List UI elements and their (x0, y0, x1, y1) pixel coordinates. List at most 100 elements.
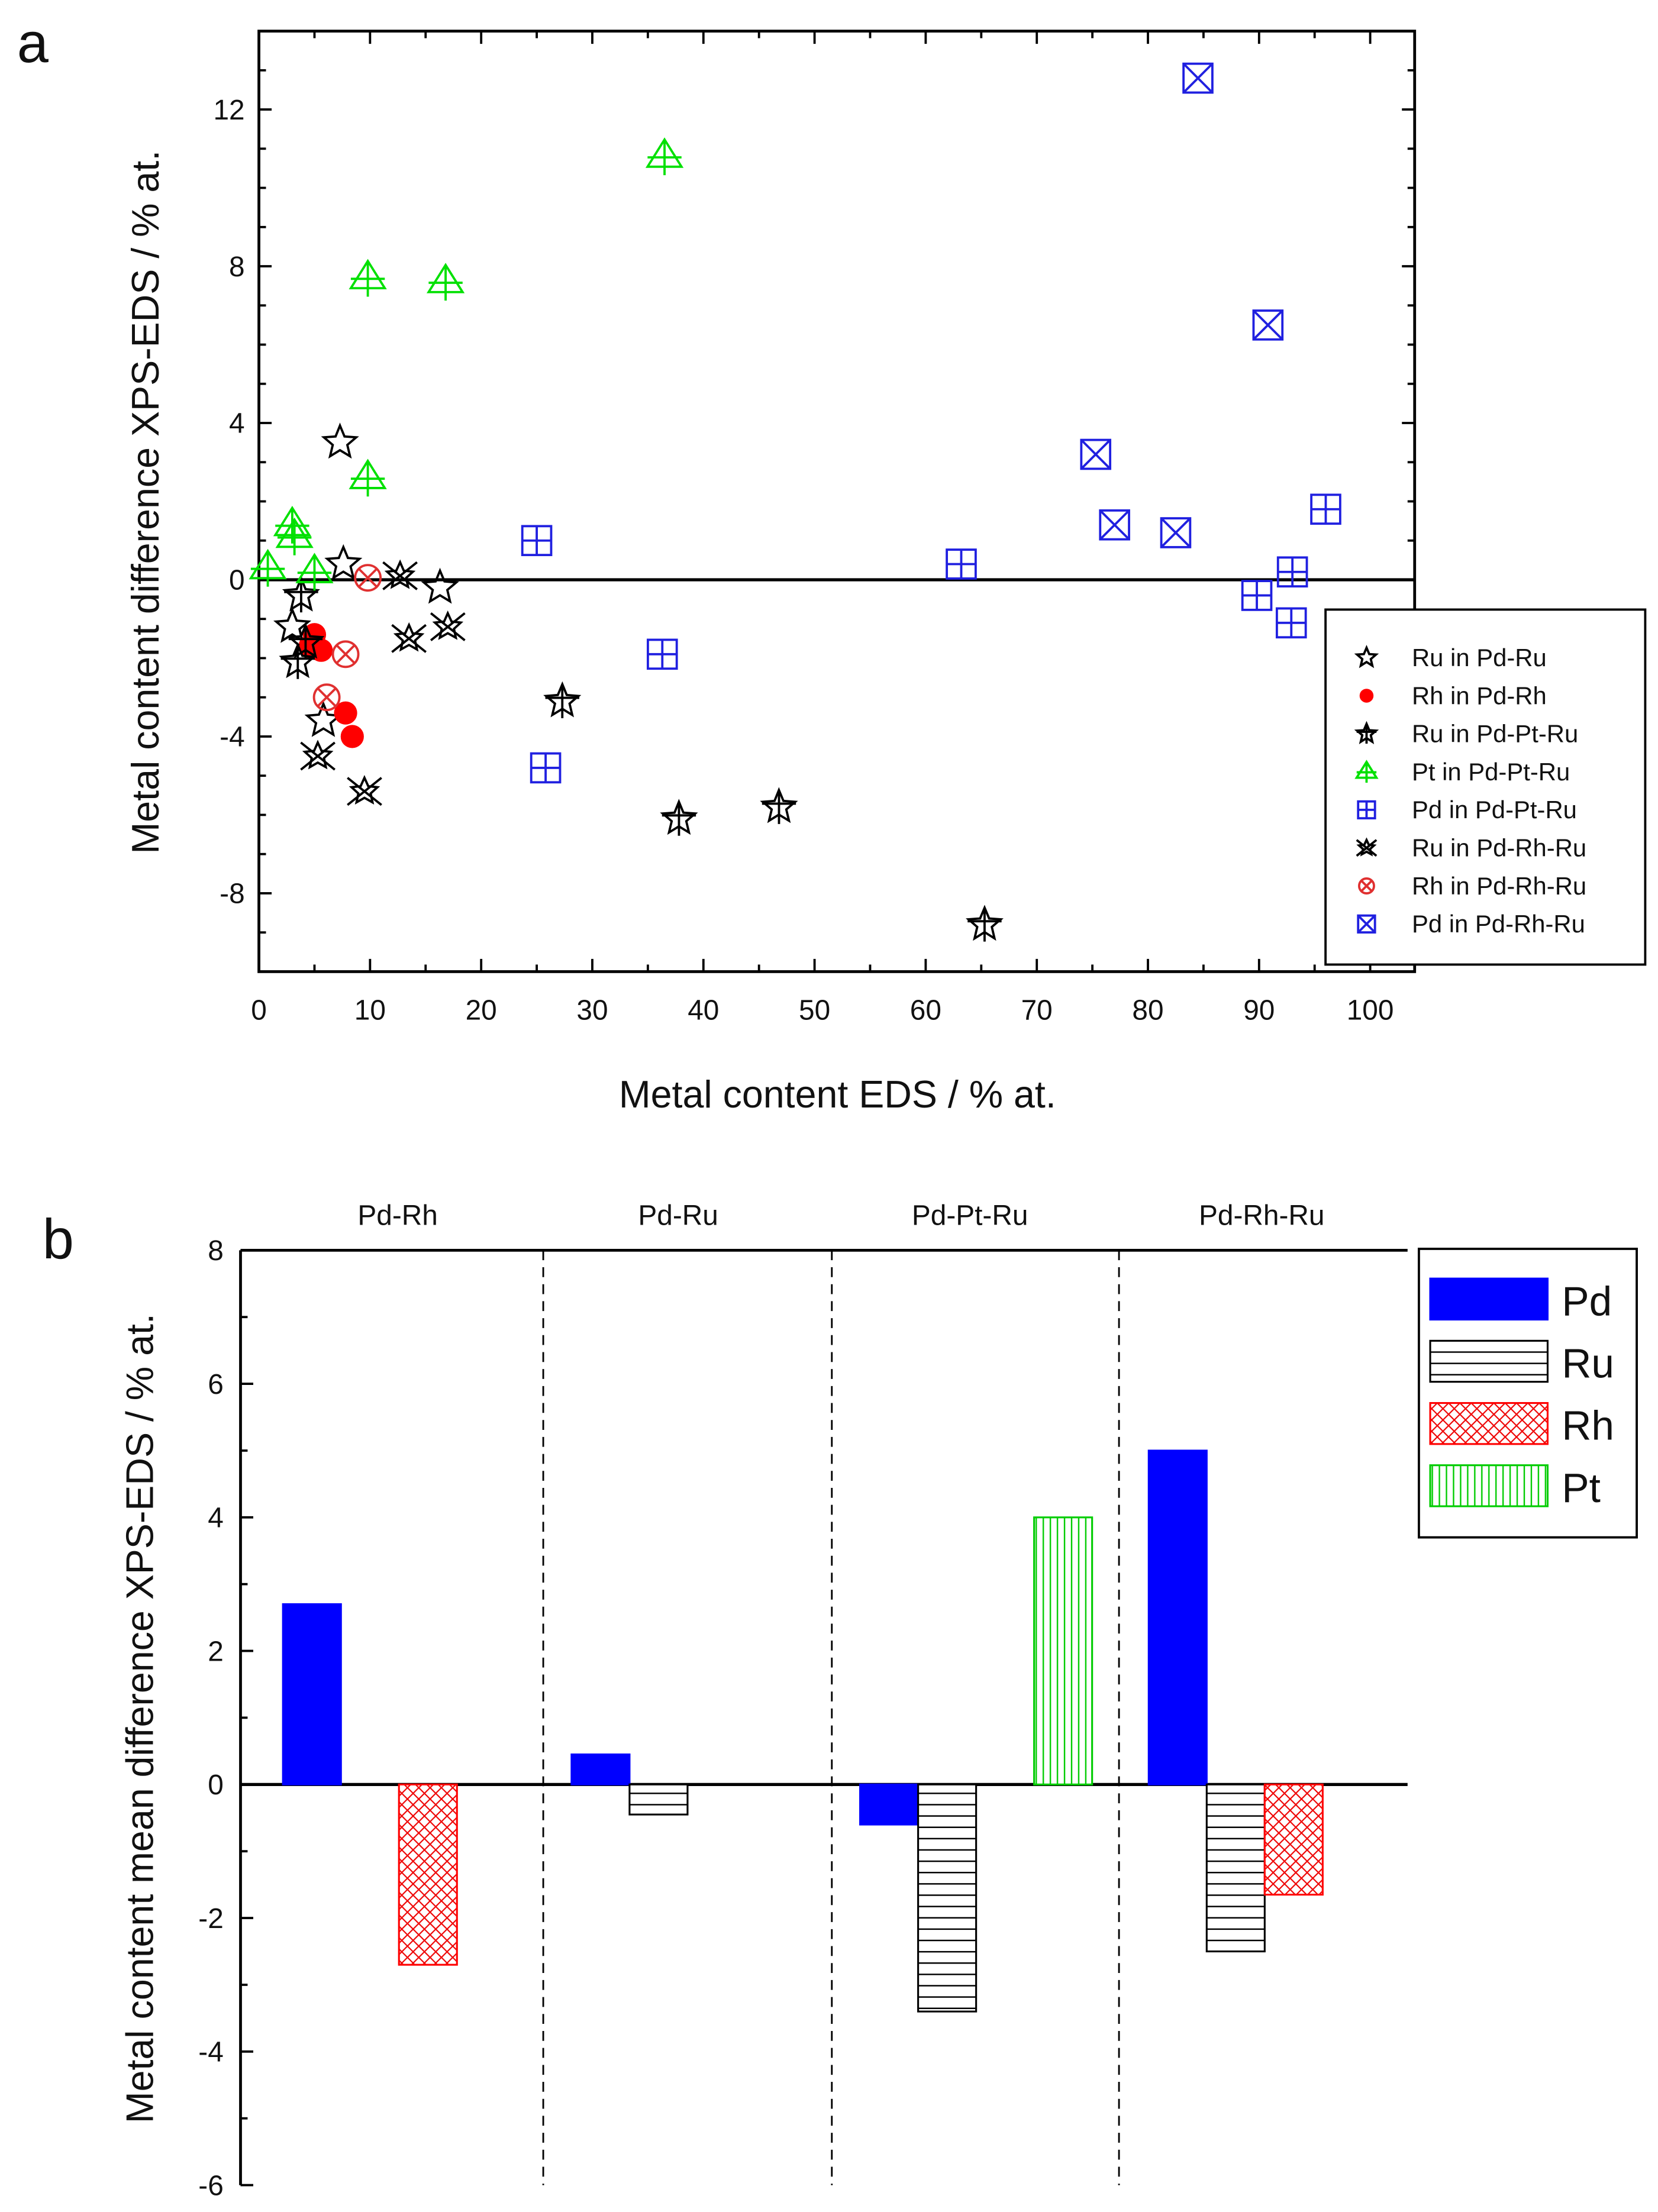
star-shape (302, 740, 334, 770)
marker-line (430, 612, 466, 641)
bar-rh (398, 1783, 458, 1966)
bar-rh (1263, 1783, 1324, 1896)
marker-line (317, 687, 337, 708)
y-tick-label: 12 (213, 95, 244, 126)
x-tick-label: 20 (466, 995, 497, 1026)
star-shape (384, 559, 416, 589)
data-point (530, 752, 562, 784)
legend-label: Rh (1562, 1403, 1614, 1449)
star-shape (432, 610, 464, 640)
data-point (966, 905, 1004, 942)
legend-box (1324, 608, 1647, 966)
y-tick-label: 8 (229, 251, 245, 283)
y-tick-label: -6 (198, 2170, 224, 2201)
data-point (347, 774, 382, 806)
legend-label: Pt (1562, 1465, 1600, 1511)
y-tick-label: 0 (229, 565, 245, 596)
star-shape (273, 606, 312, 643)
y-tick-label: 6 (208, 1369, 224, 1400)
legend-marker (1354, 645, 1379, 669)
data-point (295, 553, 334, 591)
series-pt-in-pd-pt-ru (249, 137, 684, 591)
y-tick-label: 4 (229, 408, 245, 440)
group-label: Pd-Ru (638, 1200, 718, 1231)
x-axis-label-a: Metal content EDS / % at. (619, 1073, 1056, 1116)
x-tick-label: 90 (1243, 995, 1275, 1026)
legend-label: Rh in Pd-Rh-Ru (1412, 872, 1586, 900)
legend-marker (1359, 689, 1374, 703)
marker-line (1182, 63, 1214, 93)
bar-plot: -6 -4 -2 0 2 4 6 8 Pd-Rh Pd-Ru Pd-Pt-Ru Pd-Rh-Ru (198, 1200, 1408, 2201)
x-tick-label: 70 (1021, 995, 1053, 1026)
legend-label: Pt in Pd-Pt-Ru (1412, 758, 1570, 786)
legend-label: Ru in Pd-Pt-Ru (1412, 720, 1578, 748)
marker-line (1356, 839, 1378, 857)
legend-swatch (1429, 1339, 1549, 1383)
x-tick-label: 40 (688, 995, 719, 1026)
legend-b: Pd Ru Rh Pt (1417, 1248, 1638, 1539)
legend-marker (1354, 721, 1379, 745)
square-shape (1099, 509, 1130, 541)
legend-marker (1357, 877, 1375, 895)
square-shape (1182, 62, 1214, 94)
circle-shape (331, 640, 360, 669)
data-point (426, 263, 465, 301)
data-point (543, 681, 582, 719)
data-point (1080, 438, 1112, 470)
plot-frame (257, 30, 1417, 973)
legend-marker (1357, 914, 1376, 934)
data-point (391, 622, 427, 653)
legend-marker (1354, 760, 1379, 783)
data-point (334, 701, 357, 725)
square-shape (1252, 309, 1284, 341)
data-point (421, 567, 459, 604)
circle-shape (354, 564, 382, 592)
square-shape (1080, 438, 1112, 470)
series-rh-in-pd-rh-ru (312, 564, 382, 712)
data-point (286, 622, 325, 660)
data-point (282, 575, 321, 613)
data-point (349, 259, 387, 297)
x-tick-label: 60 (910, 995, 941, 1026)
series-ru-in-pd-rh-ru (300, 559, 466, 806)
data-point (946, 548, 977, 580)
x-tick-label: 30 (576, 995, 608, 1026)
bar-ru (628, 1783, 689, 1816)
bar-ru (1205, 1783, 1266, 1953)
square-shape (1357, 914, 1376, 934)
bar-pd (570, 1753, 631, 1785)
x-tick-label: 100 (1347, 995, 1394, 1026)
legend-label: Ru in Pd-Ru (1412, 644, 1547, 671)
data-point (430, 610, 466, 641)
marker-line (1099, 509, 1130, 540)
star-shape (321, 422, 359, 459)
y-tick-label: -8 (220, 879, 245, 910)
marker-line (1080, 439, 1111, 470)
y-axis-label-a: Metal content difference XPS-EDS / % at. (124, 150, 167, 854)
y-tick-label: -4 (220, 722, 245, 753)
group-label: Pd-Rh (357, 1200, 437, 1231)
data-point (660, 799, 698, 836)
scatter-plot: -8 -4 0 4 8 12 0 10 20 30 40 50 60 70 80 90 100 (213, 30, 1417, 1026)
legend-marker (1357, 800, 1376, 820)
panel-label-a: a (17, 11, 49, 75)
data-point (1099, 509, 1130, 541)
x-tick-label: 80 (1132, 995, 1163, 1026)
y-tick-label: 8 (208, 1235, 224, 1267)
series-pd-in-pd-pt-ru (521, 493, 1341, 784)
marker-line (1360, 880, 1373, 892)
marker-line (391, 624, 427, 653)
data-point (273, 606, 312, 643)
series-rh-in-pd-rh (298, 623, 364, 748)
data-point (1310, 493, 1341, 525)
bar-pd (282, 1603, 342, 1785)
data-point (340, 725, 364, 748)
legend-a: Ru in Pd-Ru Rh in Pd-Rh Ru in Pd-Pt-Ru Pt i… (1324, 608, 1647, 966)
legend-label: Ru in Pd-Rh-Ru (1412, 834, 1586, 862)
y-tick-label: -2 (198, 1903, 224, 1935)
marker-line (300, 741, 336, 771)
bar-pd (1147, 1449, 1208, 1785)
legend-label: Rh in Pd-Rh (1412, 682, 1547, 709)
data-point (1276, 556, 1308, 588)
